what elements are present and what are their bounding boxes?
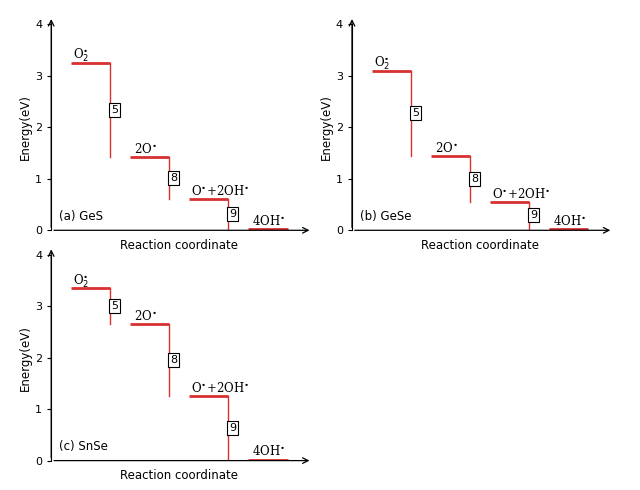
- Text: O$_2^{\bullet}$: O$_2^{\bullet}$: [73, 47, 89, 65]
- Text: 9: 9: [229, 209, 236, 220]
- Text: (a) GeS: (a) GeS: [59, 210, 103, 223]
- Text: 5: 5: [111, 105, 118, 116]
- Text: 8: 8: [170, 355, 177, 365]
- Text: 8: 8: [170, 173, 177, 183]
- Text: O$^{\bullet}$+2OH$^{\bullet}$: O$^{\bullet}$+2OH$^{\bullet}$: [191, 184, 250, 198]
- Y-axis label: Energy(eV): Energy(eV): [320, 95, 333, 160]
- Text: 2O$^{\bullet}$: 2O$^{\bullet}$: [134, 142, 157, 156]
- Text: O$^{\bullet}$+2OH$^{\bullet}$: O$^{\bullet}$+2OH$^{\bullet}$: [492, 187, 550, 201]
- Y-axis label: Energy(eV): Energy(eV): [19, 95, 32, 160]
- Text: 4OH$^{\bullet}$: 4OH$^{\bullet}$: [553, 214, 586, 228]
- Text: 4OH$^{\bullet}$: 4OH$^{\bullet}$: [252, 214, 285, 228]
- Text: O$^{\bullet}$+2OH$^{\bullet}$: O$^{\bullet}$+2OH$^{\bullet}$: [191, 381, 250, 395]
- X-axis label: Reaction coordinate: Reaction coordinate: [120, 239, 238, 252]
- Text: 5: 5: [412, 108, 419, 118]
- X-axis label: Reaction coordinate: Reaction coordinate: [120, 469, 238, 482]
- Text: 5: 5: [111, 301, 118, 311]
- Y-axis label: Energy(eV): Energy(eV): [19, 325, 32, 391]
- Text: (b) GeSe: (b) GeSe: [360, 210, 411, 223]
- Text: 8: 8: [471, 174, 478, 184]
- Text: 9: 9: [229, 423, 236, 433]
- X-axis label: Reaction coordinate: Reaction coordinate: [421, 239, 539, 252]
- Text: 2O$^{\bullet}$: 2O$^{\bullet}$: [435, 141, 458, 154]
- Text: 4OH$^{\bullet}$: 4OH$^{\bullet}$: [252, 444, 285, 459]
- Text: O$_2^{\bullet}$: O$_2^{\bullet}$: [374, 55, 390, 72]
- Text: (c) SnSe: (c) SnSe: [59, 441, 108, 453]
- Text: O$_2^{\bullet}$: O$_2^{\bullet}$: [73, 272, 89, 290]
- Text: 2O$^{\bullet}$: 2O$^{\bullet}$: [134, 309, 157, 323]
- Text: 9: 9: [530, 210, 537, 221]
